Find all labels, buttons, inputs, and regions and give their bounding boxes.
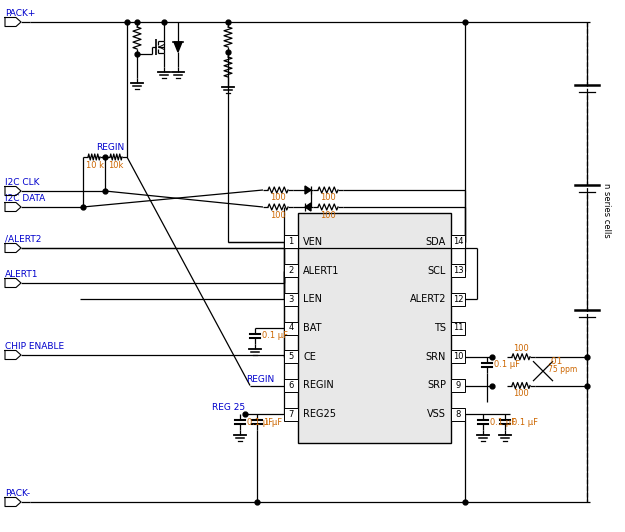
Text: ALERT1: ALERT1 — [303, 265, 339, 276]
Text: .01: .01 — [548, 356, 562, 365]
Bar — [284, 293, 298, 306]
Text: 100: 100 — [270, 194, 286, 203]
Text: 100: 100 — [320, 194, 336, 203]
Bar — [451, 408, 465, 421]
Text: REG 25: REG 25 — [212, 403, 245, 412]
Polygon shape — [174, 42, 182, 52]
Text: /ALERT2: /ALERT2 — [5, 235, 41, 244]
Text: 1: 1 — [288, 237, 294, 246]
Text: CHIP ENABLE: CHIP ENABLE — [5, 342, 64, 351]
Text: SRN: SRN — [426, 352, 446, 362]
Text: n series cells: n series cells — [602, 182, 611, 237]
Polygon shape — [5, 187, 21, 195]
Text: 14: 14 — [452, 237, 463, 246]
Text: REGIN: REGIN — [96, 144, 124, 153]
Bar — [451, 321, 465, 335]
Text: 2: 2 — [288, 266, 294, 275]
Text: LEN: LEN — [303, 294, 322, 304]
Text: SDA: SDA — [426, 237, 446, 247]
Bar — [451, 379, 465, 392]
Polygon shape — [305, 186, 311, 194]
Text: 10 k: 10 k — [86, 162, 104, 170]
Text: VEN: VEN — [303, 237, 323, 247]
Text: PACK+: PACK+ — [5, 9, 36, 18]
Text: 10k: 10k — [108, 162, 123, 170]
Polygon shape — [5, 203, 21, 212]
Text: 100: 100 — [320, 211, 336, 220]
Polygon shape — [5, 351, 21, 360]
Bar — [284, 408, 298, 421]
Bar — [284, 321, 298, 335]
Bar — [451, 264, 465, 277]
Text: REG25: REG25 — [303, 409, 336, 419]
Text: 100: 100 — [513, 344, 529, 353]
Text: 100: 100 — [270, 211, 286, 220]
Text: BAT: BAT — [303, 323, 321, 333]
Polygon shape — [305, 203, 311, 211]
Bar — [298, 213, 451, 443]
Text: 7: 7 — [288, 410, 294, 419]
Bar — [284, 350, 298, 363]
Text: 1 μF: 1 μF — [264, 418, 282, 427]
Polygon shape — [5, 18, 21, 27]
Text: 0.1 μF: 0.1 μF — [494, 360, 520, 369]
Text: TS: TS — [434, 323, 446, 333]
Bar — [451, 293, 465, 306]
Text: 0.1 μF: 0.1 μF — [262, 331, 288, 340]
Text: 10: 10 — [452, 352, 463, 361]
Text: I2C DATA: I2C DATA — [5, 194, 45, 203]
Polygon shape — [5, 278, 21, 287]
Bar — [284, 264, 298, 277]
Text: REGIN: REGIN — [303, 380, 334, 390]
Text: SRP: SRP — [427, 380, 446, 390]
Text: I2C CLK: I2C CLK — [5, 178, 39, 187]
Text: 0.1 μF: 0.1 μF — [512, 418, 538, 427]
Polygon shape — [5, 497, 21, 506]
Bar — [284, 235, 298, 248]
Bar — [284, 379, 298, 392]
Bar — [451, 235, 465, 248]
Bar — [451, 350, 465, 363]
Text: REGIN: REGIN — [246, 375, 274, 384]
Text: 75 ppm: 75 ppm — [548, 364, 578, 373]
Text: 6: 6 — [288, 381, 294, 390]
Text: CE: CE — [303, 352, 316, 362]
Text: 0.1 μF: 0.1 μF — [490, 418, 516, 427]
Text: 100: 100 — [513, 389, 529, 398]
Text: PACK-: PACK- — [5, 489, 30, 498]
Text: 11: 11 — [452, 323, 463, 332]
Text: 13: 13 — [452, 266, 463, 275]
Text: SCL: SCL — [428, 265, 446, 276]
Polygon shape — [5, 244, 21, 253]
Text: 4: 4 — [288, 323, 294, 332]
Text: 9: 9 — [456, 381, 461, 390]
Text: 12: 12 — [452, 295, 463, 304]
Text: 8: 8 — [455, 410, 461, 419]
Text: ALERT2: ALERT2 — [409, 294, 446, 304]
Text: 5: 5 — [288, 352, 294, 361]
Text: 0.1 μF: 0.1 μF — [247, 418, 273, 427]
Text: 3: 3 — [288, 295, 294, 304]
Text: ALERT1: ALERT1 — [5, 270, 39, 279]
Text: VSS: VSS — [427, 409, 446, 419]
